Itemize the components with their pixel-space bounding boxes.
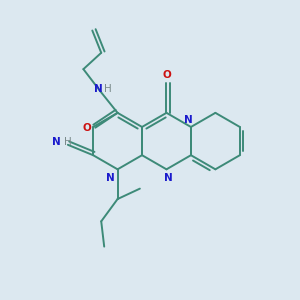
Text: N: N [52,137,61,147]
Text: N: N [94,84,103,94]
Text: H: H [104,84,112,94]
Text: H: H [64,137,72,147]
Text: N: N [106,172,115,183]
Text: N: N [184,116,193,125]
Text: O: O [162,70,171,80]
Text: N: N [164,172,172,183]
Text: O: O [82,123,91,133]
